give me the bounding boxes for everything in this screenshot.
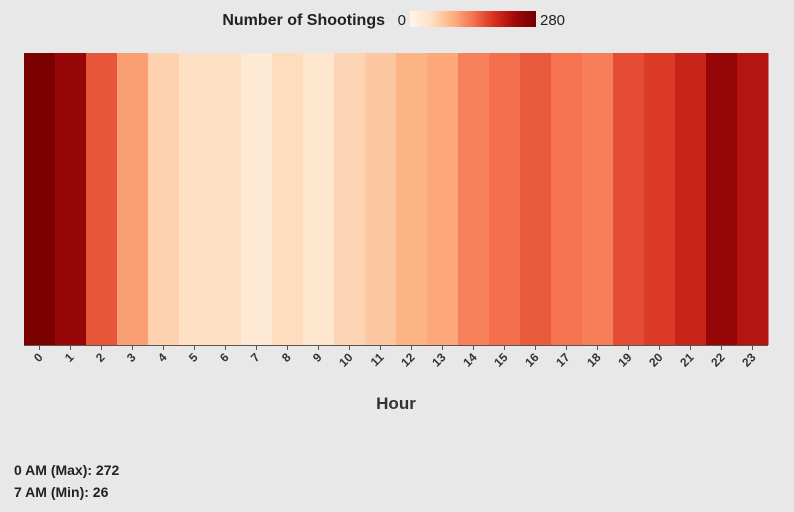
x-tick-label: 20	[646, 350, 666, 370]
heatmap-cell-hour-0	[24, 53, 56, 345]
x-tick-label: 0	[31, 350, 46, 365]
x-tick-label: 13	[429, 350, 449, 370]
legend-title: Number of Shootings	[222, 12, 385, 29]
x-axis-label: Hour	[376, 394, 416, 413]
heatmap-cell-hour-17	[551, 53, 583, 345]
heatmap-cell-hour-3	[117, 53, 149, 345]
x-tick-label: 1	[62, 350, 77, 365]
x-tick-label: 22	[708, 350, 728, 370]
x-tick-label: 14	[460, 350, 480, 370]
x-tick-label: 19	[615, 350, 635, 370]
heatmap-cell-hour-23	[737, 53, 769, 345]
heatmap-cell-hour-16	[520, 53, 552, 345]
heatmap-cell-hour-10	[334, 53, 366, 345]
x-tick-label: 2	[93, 350, 108, 365]
heatmap-cell-hour-18	[582, 53, 614, 345]
x-tick-label: 4	[155, 350, 170, 365]
x-tick-label: 11	[368, 350, 387, 369]
heatmap-cell-hour-13	[427, 53, 459, 345]
heatmap-cell-hour-2	[86, 53, 118, 345]
heatmap-cell-hour-19	[613, 53, 645, 345]
x-tick-label: 3	[124, 350, 139, 365]
heatmap-cell-hour-21	[675, 53, 707, 345]
heatmap-cell-hour-11	[365, 53, 397, 345]
legend-max-label: 280	[540, 12, 565, 29]
x-tick-label: 18	[584, 350, 604, 370]
stats-panel: 0 AM (Max): 272 7 AM (Min): 26	[14, 459, 119, 503]
x-tick-label: 5	[186, 350, 201, 365]
x-tick-label: 17	[553, 350, 573, 370]
x-tick-label: 7	[248, 350, 263, 365]
heatmap-cells	[24, 53, 769, 345]
heatmap-cell-hour-6	[210, 53, 242, 345]
legend-min-label: 0	[398, 12, 406, 29]
x-tick-label: 16	[522, 350, 542, 370]
x-tick-label: 21	[677, 350, 697, 370]
x-axis-ticks: 0 1 2 3 4 5 6 7 8 9 10 11 12 13 14 15 16 17 18 19 20 21 22 23	[31, 345, 759, 370]
heatmap-cell-hour-14	[458, 53, 490, 345]
x-tick-label: 8	[279, 350, 294, 365]
min-stat: 7 AM (Min): 26	[14, 484, 109, 500]
heatmap-cell-hour-7	[241, 53, 273, 345]
x-tick-label: 12	[398, 350, 418, 370]
heatmap-cell-hour-5	[179, 53, 211, 345]
heatmap-cell-hour-12	[396, 53, 428, 345]
heatmap-cell-hour-20	[644, 53, 676, 345]
x-tick-label: 6	[217, 350, 232, 365]
legend-color-ramp	[410, 11, 536, 27]
heatmap-cell-hour-4	[148, 53, 180, 345]
x-tick-label: 10	[336, 350, 356, 370]
heatmap-chart: Number of Shootings 0 280 0 1 2 3 4 5 6 7 8 9 10 11…	[24, 11, 769, 413]
heatmap-cell-hour-1	[55, 53, 87, 345]
x-tick-label: 9	[310, 350, 325, 365]
heatmap-cell-hour-22	[706, 53, 738, 345]
heatmap-cell-hour-15	[489, 53, 521, 345]
x-tick-label: 15	[491, 350, 511, 370]
heatmap-cell-hour-8	[272, 53, 304, 345]
max-stat: 0 AM (Max): 272	[14, 462, 120, 478]
heatmap-cell-hour-9	[303, 53, 335, 345]
x-tick-label: 23	[739, 350, 759, 370]
legend: Number of Shootings 0 280	[222, 11, 565, 29]
